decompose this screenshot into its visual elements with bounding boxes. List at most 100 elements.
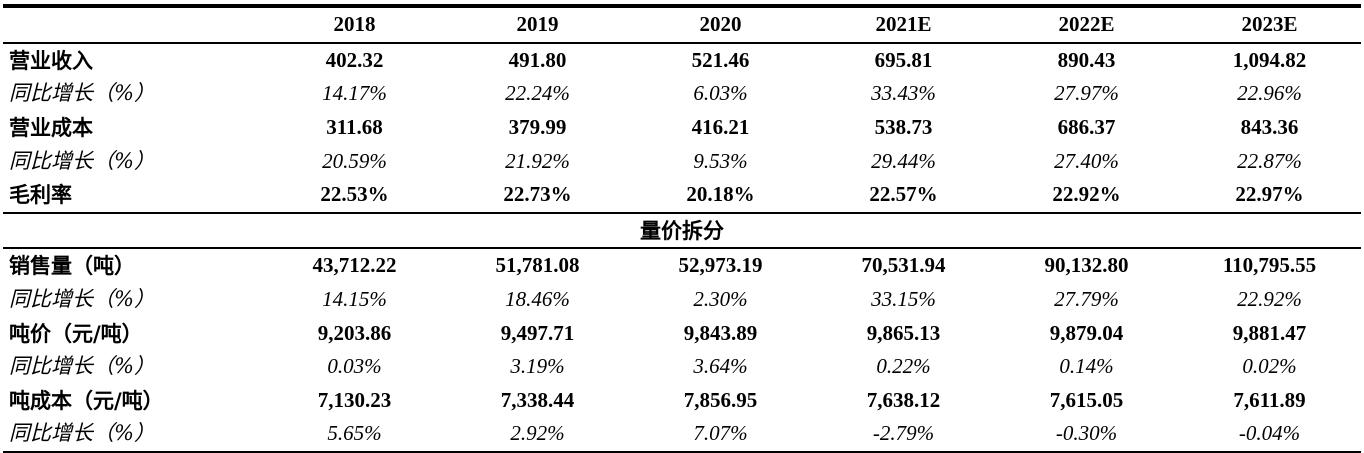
value-cell: 70,531.94 bbox=[861, 253, 946, 278]
value-cell: 29.44% bbox=[871, 148, 936, 173]
row-label: 销售量（吨） bbox=[9, 253, 135, 279]
value-cell: 379.99 bbox=[508, 115, 567, 140]
row-label: 吨价（元/吨） bbox=[9, 320, 143, 346]
value-cell: 22.87% bbox=[1237, 148, 1302, 173]
value-cell: 22.24% bbox=[505, 81, 570, 106]
section-title: 量价拆分 bbox=[3, 212, 1361, 250]
value-cell: 21.92% bbox=[505, 148, 570, 173]
value-cell: 9,843.89 bbox=[683, 320, 758, 345]
value-cell: 3.64% bbox=[693, 354, 748, 379]
section-title-row: 量价拆分 bbox=[3, 212, 1361, 250]
value-cell: 90,132.80 bbox=[1044, 253, 1129, 278]
table-row: 同比增长（%） 14.17% 22.24% 6.03% 33.43% 27.97% 22.9… bbox=[3, 77, 1361, 111]
value-cell: 890.43 bbox=[1057, 47, 1116, 72]
year-header: 2021E bbox=[812, 6, 995, 44]
value-cell: 0.02% bbox=[1242, 354, 1297, 379]
value-cell: -0.30% bbox=[1055, 421, 1118, 446]
value-cell: 7.07% bbox=[693, 421, 748, 446]
year-header: 2019 bbox=[446, 6, 629, 44]
row-label: 营业收入 bbox=[9, 47, 93, 73]
table-row: 营业成本 311.68 379.99 416.21 538.73 686.37 843.36 bbox=[3, 111, 1361, 145]
header-row: 2018 2019 2020 2021E 2022E 2023E bbox=[3, 6, 1361, 44]
value-cell: 695.81 bbox=[874, 47, 933, 72]
bottom-section-body: 销售量（吨） 43,712.22 51,781.08 52,973.19 70,531.… bbox=[3, 248, 1361, 452]
value-cell: 491.80 bbox=[508, 47, 567, 72]
value-cell: 7,638.12 bbox=[866, 387, 941, 412]
value-cell: 0.03% bbox=[327, 354, 382, 379]
value-cell: 20.59% bbox=[322, 148, 387, 173]
value-cell: 22.57% bbox=[869, 182, 938, 207]
table-row: 吨成本（元/吨） 7,130.23 7,338.44 7,856.95 7,638.12… bbox=[3, 384, 1361, 418]
year-header: 2018 bbox=[263, 6, 446, 44]
table-row: 毛利率 22.53% 22.73% 20.18% 22.57% 22.92% 22.97% bbox=[3, 178, 1361, 213]
value-cell: 5.65% bbox=[327, 421, 382, 446]
value-cell: 22.73% bbox=[503, 182, 572, 207]
value-cell: 1,094.82 bbox=[1232, 47, 1307, 72]
value-cell: 22.97% bbox=[1235, 182, 1304, 207]
row-label: 同比增长（%） bbox=[9, 148, 155, 173]
value-cell: 27.40% bbox=[1054, 148, 1119, 173]
value-cell: -2.79% bbox=[872, 421, 935, 446]
value-cell: 9,203.86 bbox=[317, 320, 392, 345]
value-cell: 51,781.08 bbox=[495, 253, 580, 278]
year-header: 2023E bbox=[1178, 6, 1361, 44]
value-cell: 6.03% bbox=[693, 81, 748, 106]
value-cell: 33.15% bbox=[871, 287, 936, 312]
value-cell: 9,881.47 bbox=[1232, 320, 1307, 345]
value-cell: 7,615.05 bbox=[1049, 387, 1124, 412]
value-cell: 20.18% bbox=[686, 182, 755, 207]
value-cell: 27.97% bbox=[1054, 81, 1119, 106]
row-label: 同比增长（%） bbox=[9, 287, 155, 312]
year-header: 2022E bbox=[995, 6, 1178, 44]
value-cell: 0.22% bbox=[876, 354, 931, 379]
row-label: 同比增长（%） bbox=[9, 354, 155, 379]
value-cell: 33.43% bbox=[871, 81, 936, 106]
row-label: 吨成本（元/吨） bbox=[9, 387, 164, 413]
value-cell: 22.96% bbox=[1237, 81, 1302, 106]
value-cell: 686.37 bbox=[1057, 115, 1116, 140]
financial-forecast-table: 2018 2019 2020 2021E 2022E 2023E 营业收入 402… bbox=[3, 4, 1361, 453]
row-label: 同比增长（%） bbox=[9, 81, 155, 106]
table-row: 同比增长（%） 5.65% 2.92% 7.07% -2.79% -0.30% -0.04% bbox=[3, 417, 1361, 452]
value-cell: -0.04% bbox=[1238, 421, 1301, 446]
table-row: 营业收入 402.32 491.80 521.46 695.81 890.43 1,094.… bbox=[3, 43, 1361, 78]
value-cell: 22.92% bbox=[1237, 287, 1302, 312]
value-cell: 9,865.13 bbox=[866, 320, 941, 345]
value-cell: 9,879.04 bbox=[1049, 320, 1124, 345]
value-cell: 22.53% bbox=[320, 182, 389, 207]
value-cell: 0.14% bbox=[1059, 354, 1114, 379]
header-blank-cell bbox=[3, 6, 263, 44]
table-row: 同比增长（%） 0.03% 3.19% 3.64% 0.22% 0.14% 0.02% bbox=[3, 350, 1361, 384]
value-cell: 18.46% bbox=[505, 287, 570, 312]
value-cell: 311.68 bbox=[326, 115, 383, 140]
value-cell: 538.73 bbox=[874, 115, 933, 140]
value-cell: 14.17% bbox=[322, 81, 387, 106]
value-cell: 7,856.95 bbox=[683, 387, 758, 412]
value-cell: 2.92% bbox=[510, 421, 565, 446]
table-row: 吨价（元/吨） 9,203.86 9,497.71 9,843.89 9,865.13 9… bbox=[3, 316, 1361, 350]
value-cell: 402.32 bbox=[325, 47, 384, 72]
value-cell: 27.79% bbox=[1054, 287, 1119, 312]
section-divider: 量价拆分 bbox=[3, 212, 1361, 250]
value-cell: 843.36 bbox=[1240, 115, 1299, 140]
value-cell: 52,973.19 bbox=[678, 253, 763, 278]
value-cell: 7,338.44 bbox=[500, 387, 575, 412]
table-row: 销售量（吨） 43,712.22 51,781.08 52,973.19 70,531.… bbox=[3, 248, 1361, 283]
year-header: 2020 bbox=[629, 6, 812, 44]
value-cell: 521.46 bbox=[691, 47, 750, 72]
value-cell: 110,795.55 bbox=[1222, 253, 1317, 278]
top-section-body: 营业收入 402.32 491.80 521.46 695.81 890.43 1,094.… bbox=[3, 43, 1361, 213]
value-cell: 7,130.23 bbox=[317, 387, 392, 412]
value-cell: 3.19% bbox=[510, 354, 565, 379]
value-cell: 7,611.89 bbox=[1233, 387, 1306, 412]
value-cell: 22.92% bbox=[1052, 182, 1121, 207]
table-row: 同比增长（%） 14.15% 18.46% 2.30% 33.15% 27.79% 22.9… bbox=[3, 283, 1361, 317]
value-cell: 2.30% bbox=[693, 287, 748, 312]
row-label: 营业成本 bbox=[9, 115, 93, 141]
row-label: 毛利率 bbox=[9, 182, 72, 208]
value-cell: 9.53% bbox=[693, 148, 748, 173]
row-label: 同比增长（%） bbox=[9, 421, 155, 446]
value-cell: 43,712.22 bbox=[312, 253, 397, 278]
table-row: 同比增长（%） 20.59% 21.92% 9.53% 29.44% 27.40% 22.8… bbox=[3, 144, 1361, 178]
value-cell: 9,497.71 bbox=[500, 320, 575, 345]
